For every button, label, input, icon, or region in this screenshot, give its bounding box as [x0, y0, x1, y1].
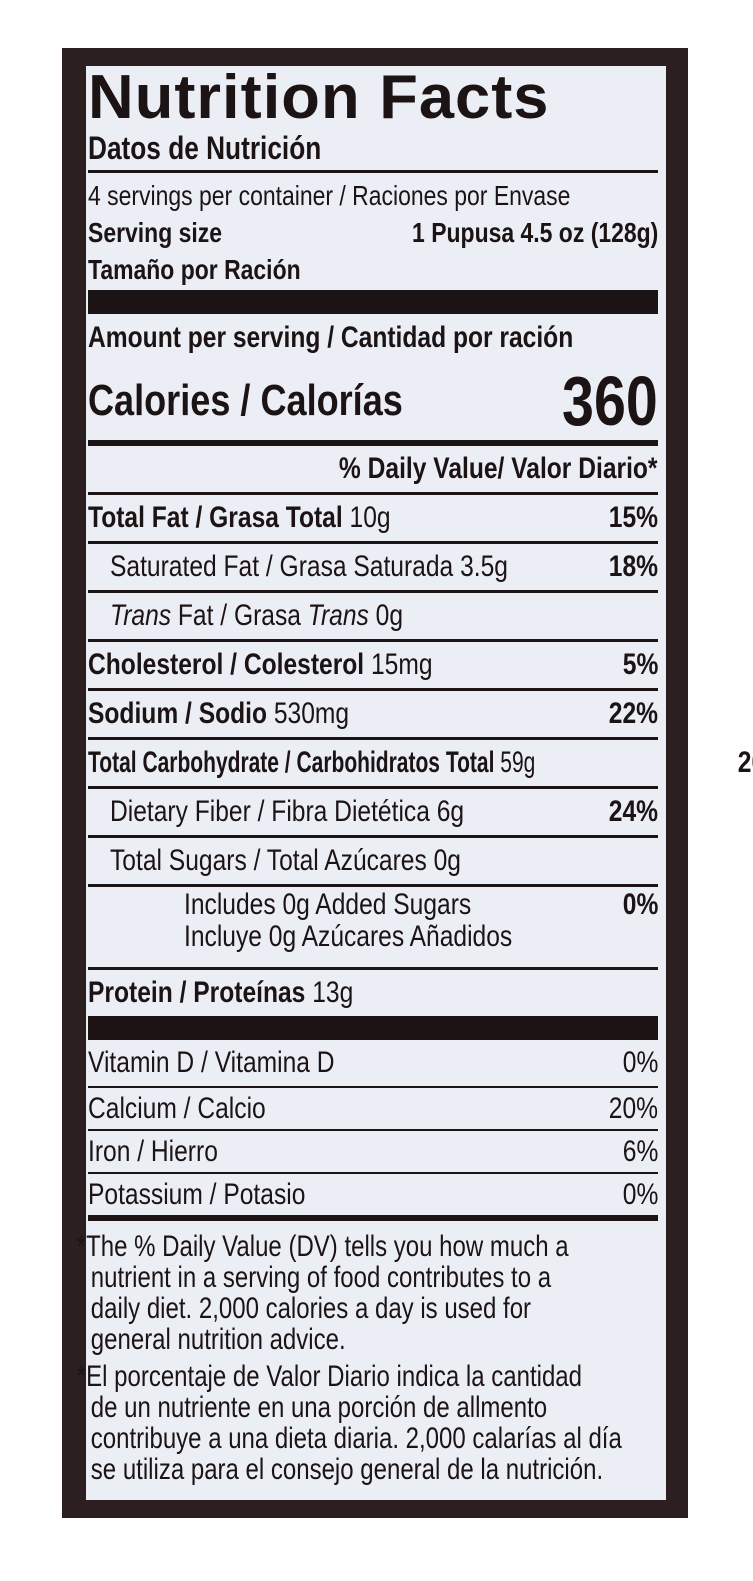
nutrient-row-trans-fat: Trans Fat / Grasa Trans 0g: [88, 593, 658, 642]
footnote: *The % Daily Value (DV) tells you how mu…: [76, 1230, 658, 1486]
label-title: Nutrition Facts: [88, 63, 550, 132]
label-subtitle: Datos de Nutrición: [88, 130, 322, 166]
divider: [88, 170, 658, 173]
nutrient-row-saturated-fat: Saturated Fat / Grasa Saturada 3.5g 18%: [88, 544, 658, 593]
nutrient-row-dietary-fiber: Dietary Fiber / Fibra Dietética 6g 24%: [88, 789, 658, 838]
nutrient-row-total-fat: Total Fat / Grasa Total 10g 15%: [88, 495, 658, 544]
vitamin-row-iron: Iron / Hierro 6%: [88, 1131, 658, 1174]
vitamin-row-calcium: Calcium / Calcio 20%: [88, 1088, 658, 1131]
vitamin-row-potassium: Potassium / Potasio 0%: [88, 1174, 658, 1221]
thick-divider: [88, 1016, 658, 1040]
serving-size: Serving size 1 Pupusa 4.5 oz (128g): [88, 217, 658, 248]
calories-value: 360: [562, 362, 658, 440]
amount-per-serving: Amount per serving / Cantidad por ración: [88, 321, 574, 354]
vitamin-row-vitamin-d: Vitamin D / Vitamina D 0%: [88, 1040, 658, 1088]
thick-divider: [88, 290, 658, 314]
nutrient-row-sodium: Sodium / Sodio 530mg 22%: [88, 691, 658, 740]
serving-size-es: Tamaño por Ración: [88, 254, 301, 285]
nutrient-row-cholesterol: Cholesterol / Colesterol 15mg 5%: [88, 642, 658, 691]
divider: [88, 440, 658, 446]
nutrient-row-total-carbohydrate: Total Carbohydrate / Carbohidratos Total…: [88, 740, 753, 789]
nutrient-row-added-sugars: Includes 0g Added Sugars Incluye 0g Azúca…: [88, 887, 658, 970]
footnote-en: *The % Daily Value (DV) tells you how mu…: [76, 1230, 569, 1356]
nutrient-row-total-sugars: Total Sugars / Total Azúcares 0g: [88, 838, 658, 887]
servings-per-container: 4 servings per container / Raciones por …: [88, 180, 571, 211]
calories-row: Calories / Calorías 360: [88, 362, 658, 440]
nutrition-facts-label: Nutrition Facts Datos de Nutrición 4 ser…: [76, 63, 753, 1491]
daily-value-header: % Daily Value/ Valor Diario*: [88, 446, 658, 495]
nutrient-row-protein: Protein / Proteínas 13g: [88, 976, 354, 1009]
footnote-es: *El porcentaje de Valor Diario indica la…: [76, 1360, 622, 1486]
calories-label: Calories / Calorías: [88, 376, 403, 425]
